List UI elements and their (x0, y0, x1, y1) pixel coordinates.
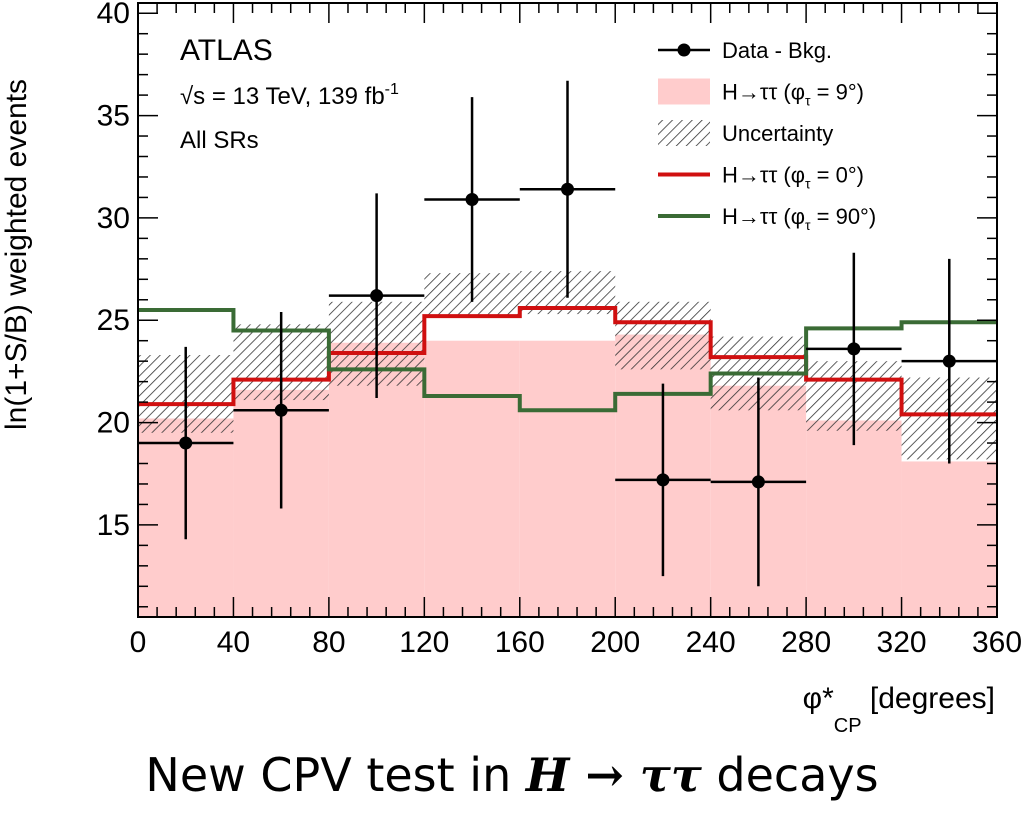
experiment-label: ATLAS (180, 34, 273, 67)
x-tick-label: 200 (590, 626, 640, 659)
x-axis-title-symbol: φ* (803, 682, 834, 715)
x-axis-title: φ*CP [degrees] (803, 682, 995, 737)
x-axis-title-unit: [degrees] (862, 682, 995, 715)
signal-9deg-bar (901, 461, 997, 617)
data-point (847, 342, 861, 356)
caption-suffix: decays (701, 748, 879, 802)
legend-label: Data - Bkg. (722, 38, 832, 63)
x-tick-label: 280 (781, 626, 831, 659)
x-axis-title-subscript: CP (834, 715, 862, 737)
x-tick-label: 160 (495, 626, 545, 659)
caption-math: H → ττ (525, 748, 702, 802)
legend-label-subscript: τ (805, 217, 811, 233)
y-tick-label: 40 (97, 0, 130, 30)
data-point (179, 436, 193, 450)
x-tick-label: 40 (217, 626, 250, 659)
data-point (465, 192, 479, 206)
signal-9deg-bar (806, 420, 902, 617)
caption: New CPV test in H → ττ decays (0, 748, 1024, 813)
legend-uncertainty-swatch (658, 120, 710, 146)
energy-label-main: √s = 13 TeV, 139 fb (180, 83, 385, 110)
plot-frame (137, 2, 998, 618)
x-tick-label: 80 (312, 626, 345, 659)
legend-label: Uncertainty (722, 121, 833, 146)
y-tick-label: 25 (97, 304, 130, 337)
legend-label-tail: = 0°) (811, 163, 864, 188)
legend-signal-9deg-swatch (658, 78, 710, 105)
legend-label: H→ττ (φτ = 9°) (722, 80, 864, 109)
caption-prefix: New CPV test in (145, 748, 526, 802)
legend-data-marker (677, 43, 691, 57)
data-point (561, 182, 574, 196)
x-tick-label: 360 (972, 626, 1022, 659)
uncertainty-band (615, 301, 711, 370)
y-tick-label: 30 (97, 202, 130, 235)
data-point (751, 475, 765, 489)
legend: Data - Bkg.H→ττ (φτ = 9°)UncertaintyH→ττ… (658, 38, 876, 233)
chart: 0 40 80 120 160 200 240 280 320 360 15 20 25 30 35 40 A… (0, 0, 1022, 737)
legend-label: H→ττ (φτ = 0°) (722, 163, 864, 192)
signal-90deg-line (138, 308, 997, 413)
data-point (274, 403, 288, 417)
legend-label-tail: = 9°) (811, 80, 864, 105)
data-point (370, 289, 384, 303)
plot-area (138, 80, 997, 617)
legend-label-main: Uncertainty (722, 121, 833, 146)
x-tick-label: 0 (130, 626, 147, 659)
y-axis-title: ln(1+S/B) weighted events (0, 79, 33, 430)
legend-label-main: H→ττ (φ (722, 163, 805, 188)
legend-label-main: Data - Bkg. (722, 38, 832, 63)
region-label: All SRs (180, 127, 259, 154)
signal-9deg-bar (424, 340, 520, 617)
legend-label-subscript: τ (805, 93, 811, 109)
signal-0deg-line (138, 305, 997, 417)
x-tick-label: 120 (399, 626, 449, 659)
data-point (656, 473, 670, 487)
axes: 0 40 80 120 160 200 240 280 320 360 15 20 25 30 35 40 (97, 0, 1022, 659)
energy-label: √s = 13 TeV, 139 fb-1 (180, 81, 399, 110)
legend-label-subscript: τ (805, 176, 811, 192)
legend-label: H→ττ (φτ = 90°) (722, 204, 876, 233)
data-point (942, 354, 956, 368)
x-tick-label: 320 (877, 626, 927, 659)
y-tick-label: 35 (97, 100, 130, 133)
legend-label-main: H→ττ (φ (722, 80, 805, 105)
x-tick-label: 240 (686, 626, 736, 659)
y-tick-label: 15 (97, 509, 130, 542)
energy-label-superscript: -1 (385, 81, 399, 98)
signal-9deg-bar (519, 340, 616, 617)
legend-label-main: H→ττ (φ (722, 204, 805, 229)
legend-label-tail: = 90°) (811, 204, 877, 229)
y-tick-label: 20 (97, 407, 130, 440)
